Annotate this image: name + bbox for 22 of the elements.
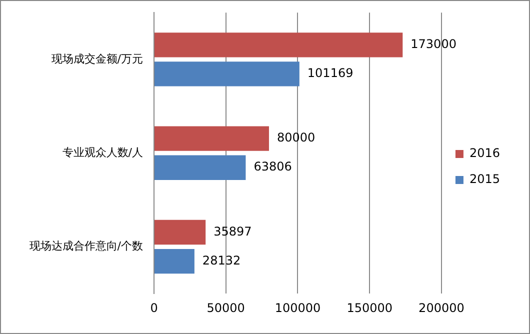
legend-label: 2016	[469, 146, 500, 160]
bar	[154, 62, 300, 86]
data-label: 173000	[410, 37, 456, 52]
x-tick-label: 100000	[274, 300, 321, 315]
data-label: 35897	[214, 224, 252, 238]
bar	[154, 248, 194, 274]
data-label: 101169	[307, 66, 354, 80]
bar	[154, 155, 246, 180]
data-label: 80000	[276, 130, 316, 145]
y-tick-label: 现场成交金额/万元	[51, 52, 143, 66]
x-tick-label: 0	[150, 300, 158, 315]
legend-label: 2015	[469, 172, 500, 186]
x-tick-label: 200000	[418, 300, 464, 315]
bar	[154, 220, 206, 245]
data-label: 63806	[254, 160, 292, 174]
x-tick-label: 150000	[346, 300, 392, 315]
x-tick-label: 50000	[206, 300, 245, 315]
y-tick-label: 现场达成合作意向/个数	[29, 240, 143, 253]
bar	[154, 32, 403, 58]
data-label: 28132	[202, 253, 241, 268]
bar	[154, 126, 269, 151]
y-tick-label: 专业观众人数/人	[62, 146, 143, 159]
